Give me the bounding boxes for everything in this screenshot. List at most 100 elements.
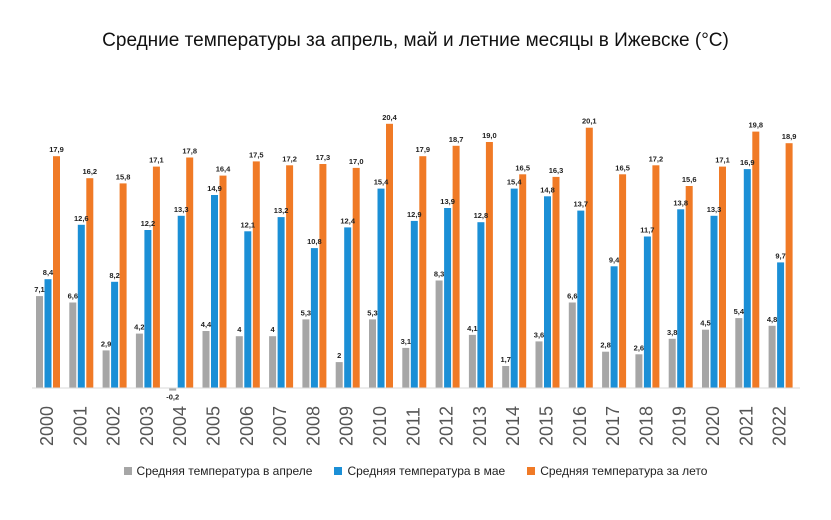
value-label-may-2016: 13,7 xyxy=(573,200,588,209)
value-label-may-2015: 14,8 xyxy=(540,185,555,194)
value-label-april-2006: 4 xyxy=(237,325,242,334)
bar-summer-2020 xyxy=(719,166,726,388)
value-label-april-2014: 1,7 xyxy=(500,355,510,364)
value-label-april-2021: 5,4 xyxy=(734,307,745,316)
value-label-may-2008: 10,8 xyxy=(307,237,322,246)
x-tick-label-2016: 2016 xyxy=(570,406,590,446)
bar-may-2000 xyxy=(44,279,52,388)
value-label-may-2022: 9,7 xyxy=(775,251,785,260)
value-label-april-2010: 5,3 xyxy=(367,308,377,317)
legend-label-summer: Средняя температура за лето xyxy=(540,464,708,478)
bar-april-2011 xyxy=(402,347,410,388)
legend-label-may: Средняя температура в мае xyxy=(347,464,506,478)
bar-april-2016 xyxy=(568,302,576,388)
x-tick-label-2001: 2001 xyxy=(70,406,90,446)
value-label-summer-2017: 16,5 xyxy=(615,163,630,172)
value-label-summer-2016: 20,1 xyxy=(582,117,597,126)
bar-may-2003 xyxy=(144,230,152,388)
bar-summer-2009 xyxy=(352,167,360,388)
bar-april-2003 xyxy=(135,333,143,388)
legend-swatch-may xyxy=(334,467,343,475)
value-label-summer-2005: 16,4 xyxy=(216,165,231,174)
bar-may-2001 xyxy=(77,224,85,388)
bar-summer-2017 xyxy=(619,174,627,388)
bar-summer-2007 xyxy=(286,165,294,388)
value-label-summer-2019: 15,6 xyxy=(682,175,697,184)
bar-may-2017 xyxy=(610,266,618,388)
value-label-april-2000: 7,1 xyxy=(34,285,44,294)
value-label-may-2000: 8,4 xyxy=(43,268,54,277)
bar-april-2000 xyxy=(36,296,43,388)
bar-summer-2015 xyxy=(552,176,560,388)
bar-summer-2005 xyxy=(219,175,227,388)
bar-summer-2008 xyxy=(319,164,327,388)
x-tick-label-2007: 2007 xyxy=(270,406,290,446)
bar-may-2019 xyxy=(677,209,685,388)
bar-may-2015 xyxy=(544,196,551,388)
x-tick-label-2020: 2020 xyxy=(703,406,723,446)
bar-summer-2019 xyxy=(685,186,693,388)
bar-may-2005 xyxy=(211,195,218,388)
bar-summer-2013 xyxy=(485,142,493,388)
value-label-summer-2008: 17,3 xyxy=(316,153,331,162)
bar-may-2002 xyxy=(111,281,119,388)
bar-summer-2014 xyxy=(519,174,527,388)
value-label-may-2001: 12,6 xyxy=(74,214,89,223)
x-tick-label-2012: 2012 xyxy=(437,406,457,446)
value-label-summer-2007: 17,2 xyxy=(282,154,297,163)
x-tick-label-2019: 2019 xyxy=(670,406,690,446)
bars-group xyxy=(36,123,793,391)
value-label-summer-2013: 19,0 xyxy=(482,131,497,140)
value-label-summer-2020: 17,1 xyxy=(715,156,730,165)
value-label-may-2007: 13,2 xyxy=(274,206,289,215)
chart-title: Средние температуры за апрель, май и лет… xyxy=(102,30,729,51)
bar-may-2020 xyxy=(710,215,718,388)
bar-summer-2003 xyxy=(152,166,160,388)
value-label-summer-2015: 16,3 xyxy=(549,166,564,175)
x-tick-label-2008: 2008 xyxy=(303,406,323,446)
value-label-april-2011: 3,1 xyxy=(401,337,411,346)
x-tick-label-2017: 2017 xyxy=(603,406,623,446)
bar-april-2010 xyxy=(369,319,376,388)
value-label-april-2005: 4,4 xyxy=(201,320,212,329)
bar-summer-2004 xyxy=(186,157,194,388)
bar-april-2005 xyxy=(202,331,210,388)
bar-may-2013 xyxy=(477,222,485,388)
value-label-april-2002: 2,9 xyxy=(101,339,111,348)
bar-summer-2012 xyxy=(452,145,460,388)
legend-swatch-april xyxy=(123,467,132,475)
bar-may-2009 xyxy=(344,227,352,388)
bar-may-2022 xyxy=(777,262,785,388)
x-tick-label-2014: 2014 xyxy=(503,406,523,446)
legend: Средняя температура в апреле Средняя тем… xyxy=(0,464,831,478)
value-label-may-2017: 9,4 xyxy=(609,255,620,264)
value-label-may-2011: 12,9 xyxy=(407,210,422,219)
value-label-april-2016: 6,6 xyxy=(567,292,577,301)
x-tick-label-2010: 2010 xyxy=(370,406,390,446)
x-tick-label-2006: 2006 xyxy=(237,406,257,446)
x-tick-label-2009: 2009 xyxy=(337,406,357,446)
bar-april-2006 xyxy=(235,336,243,388)
value-label-summer-2012: 18,7 xyxy=(449,135,464,144)
x-tick-label-2021: 2021 xyxy=(736,406,756,446)
bar-april-2014 xyxy=(502,366,510,388)
bar-may-2010 xyxy=(377,188,385,388)
bar-april-2004 xyxy=(169,388,177,391)
value-label-may-2002: 8,2 xyxy=(109,271,119,280)
legend-item-summer: Средняя температура за лето xyxy=(527,464,707,478)
bar-may-2016 xyxy=(577,210,585,388)
bar-may-2006 xyxy=(244,231,252,388)
value-label-summer-2018: 17,2 xyxy=(649,154,664,163)
legend-swatch-summer xyxy=(527,467,536,475)
value-label-may-2014: 15,4 xyxy=(507,178,522,187)
value-label-april-2012: 8,3 xyxy=(434,270,444,279)
value-label-april-2008: 5,3 xyxy=(301,308,311,317)
value-label-summer-2021: 19,8 xyxy=(748,121,763,130)
value-label-may-2018: 11,7 xyxy=(640,226,654,235)
value-label-april-2020: 4,5 xyxy=(700,319,710,328)
value-label-may-2009: 12,4 xyxy=(340,216,355,225)
value-labels-group: 7,1 8,4 17,9 6,6 12,6 16,2 2,9 8,2 15,8 4,2 12,2 17… xyxy=(34,113,796,402)
x-tick-label-2004: 2004 xyxy=(170,406,190,446)
value-label-april-2017: 2,8 xyxy=(600,341,610,350)
